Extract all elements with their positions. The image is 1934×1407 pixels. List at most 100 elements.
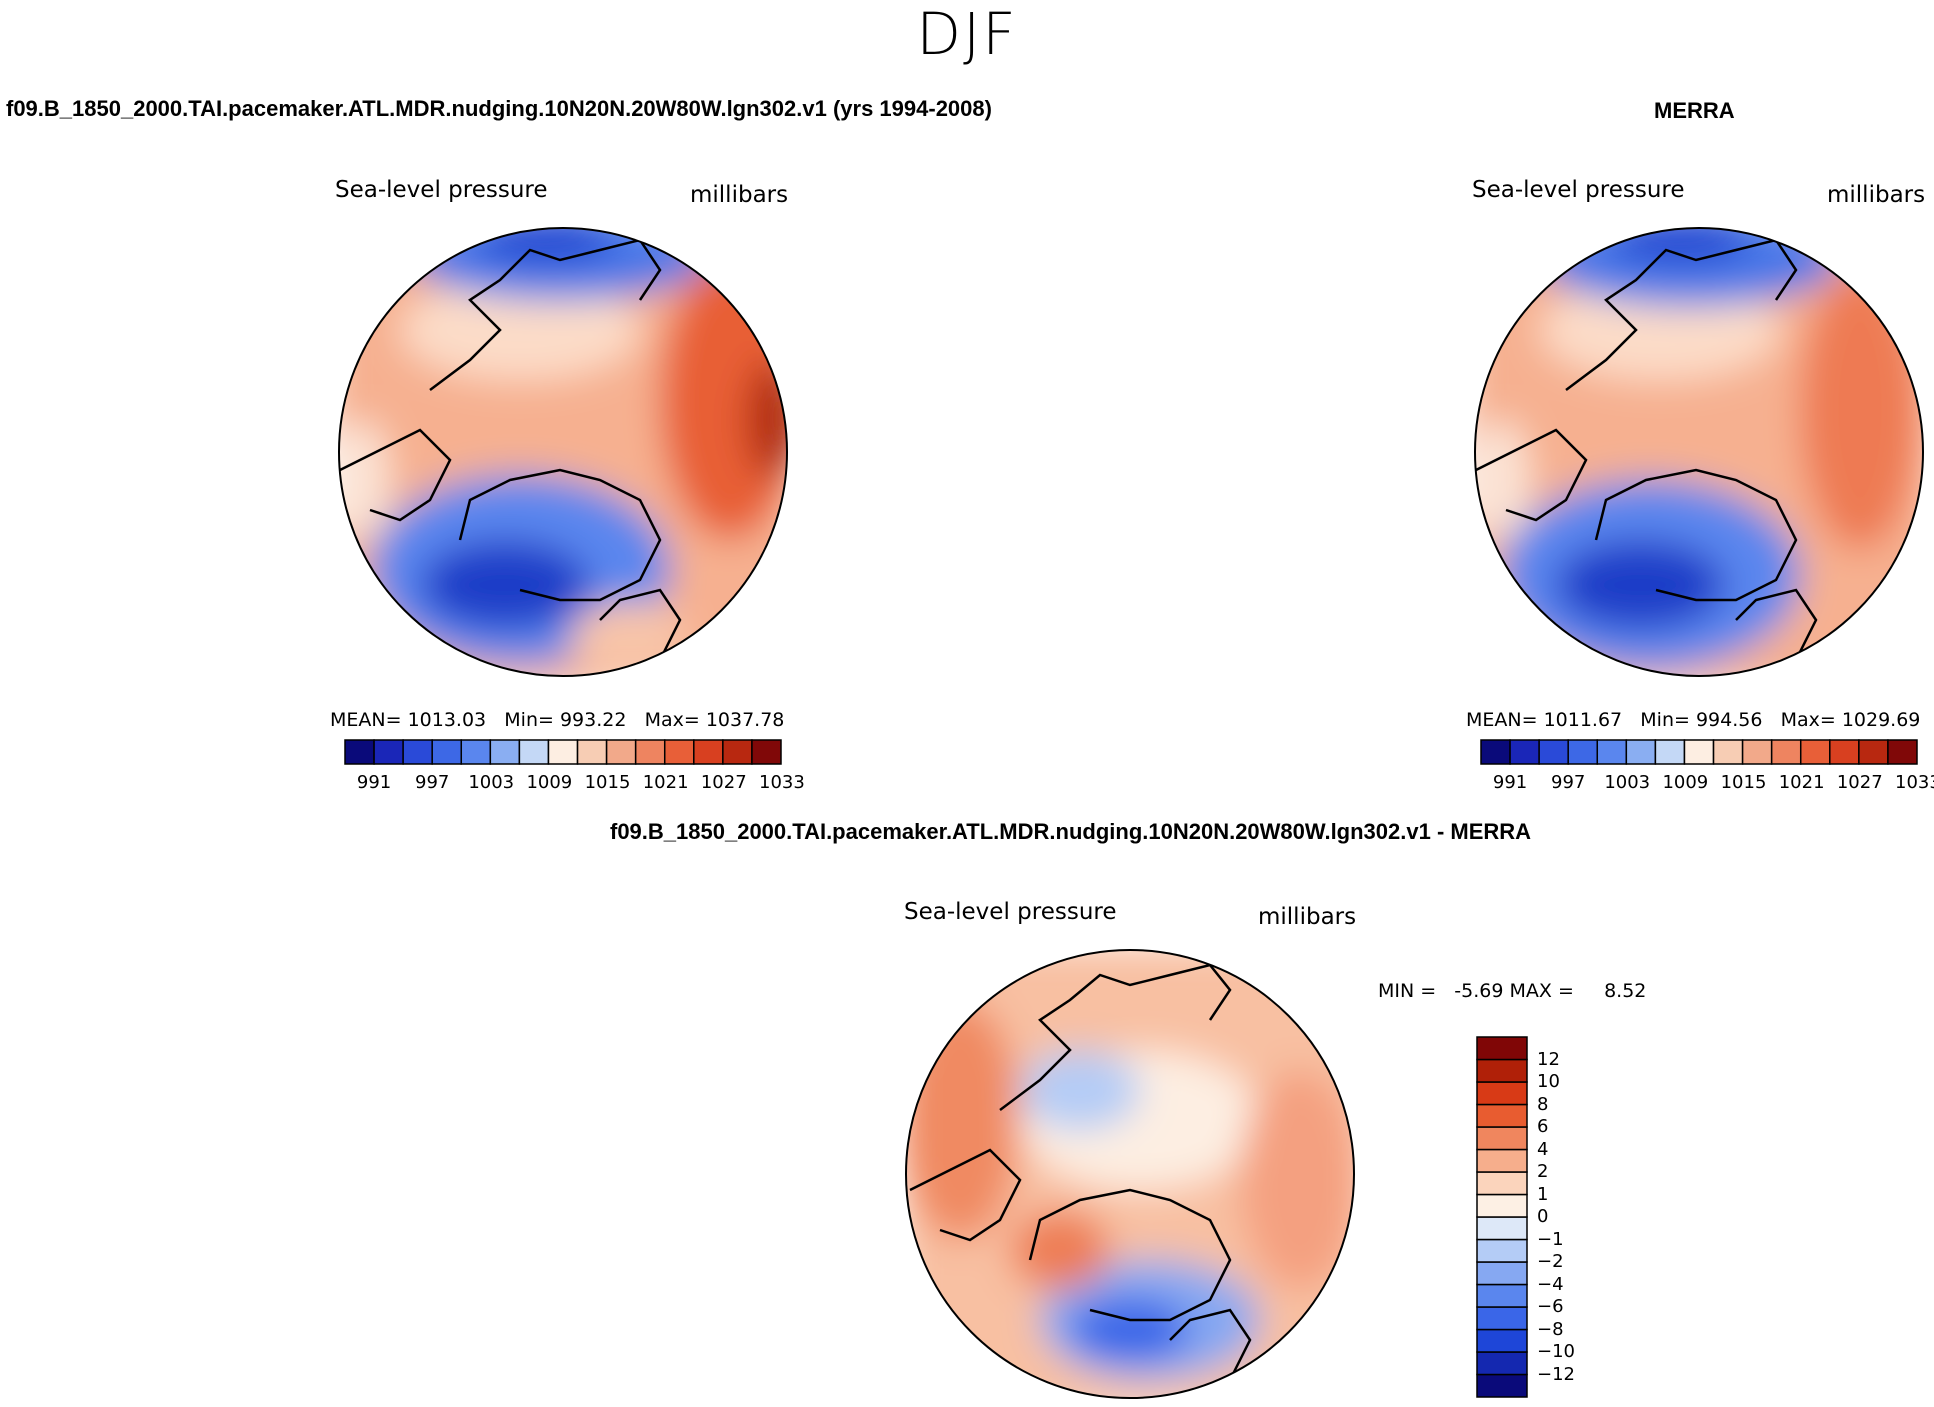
model-colorbar-box: [576, 739, 608, 765]
obs-colorbar-box: [1799, 739, 1831, 765]
model-map-border: [338, 227, 788, 677]
diff-map-border: [905, 949, 1355, 1399]
diff-max-label: MAX =: [1509, 980, 1574, 1002]
diff-stats: MIN = -5.69 MAX = 8.52: [1378, 980, 1646, 1002]
diff-variable-label: Sea-level pressure: [904, 899, 1117, 925]
model-colorbar-tick-label: 1009: [526, 772, 573, 793]
model-field-arctic: [400, 280, 640, 380]
model-colorbar-box: [722, 739, 753, 765]
obs-colorbar-box: [1683, 739, 1715, 765]
diff-colorbar-box: [1476, 1261, 1528, 1286]
obs-colorbar-box: [1509, 739, 1540, 765]
diff-field-negative-core: [1070, 1298, 1190, 1362]
model-colorbar-box: [751, 739, 782, 765]
obs-stats: MEAN= 1011.67 Min= 994.56 Max= 1029.69: [1466, 709, 1920, 731]
obs-colorbar-box: [1538, 739, 1569, 765]
diff-field-positive-core: [1010, 1210, 1110, 1290]
model-field-siberian-core: [747, 360, 787, 480]
obs-field-canada: [1475, 420, 1530, 540]
obs-map: [1474, 227, 1924, 677]
obs-colorbar-box: [1770, 739, 1802, 765]
diff-colorbar-box: [1476, 1373, 1528, 1398]
diff-colorbar-box: [1476, 1036, 1528, 1061]
obs-colorbar-tick-label: 1009: [1662, 772, 1709, 793]
obs-colorbar-box: [1712, 739, 1744, 765]
obs-colorbar-box: [1829, 739, 1860, 765]
diff-max-value: 8.52: [1604, 980, 1647, 1002]
season-title: DJF: [916, 0, 1018, 68]
model-stats: MEAN= 1013.03 Min= 993.22 Max= 1037.78: [330, 709, 784, 731]
model-coast-greenland: [458, 468, 662, 602]
model-max-value: 1037.78: [705, 709, 785, 731]
obs-colorbar-tick-label: 1033: [1895, 772, 1934, 793]
diff-colorbar-tick-label: −12: [1537, 1363, 1575, 1385]
diff-units-label: millibars: [1258, 904, 1357, 930]
diff-colorbar-tick-label: −10: [1537, 1341, 1575, 1362]
obs-colorbar-tick-label: 1021: [1778, 772, 1825, 793]
model-map: [338, 227, 788, 677]
model-colorbar-box: [605, 739, 637, 765]
diff-map: [905, 949, 1355, 1399]
diff-coast-eurasia: [999, 963, 1232, 1111]
obs-max-value: 1029.69: [1841, 709, 1921, 731]
model-case-title: f09.B_1850_2000.TAI.pacemaker.ATL.MDR.nu…: [6, 96, 992, 121]
diff-colorbar-tick-label: −6: [1537, 1296, 1564, 1317]
obs-colorbar-box: [1858, 739, 1889, 765]
obs-colorbar-box: [1654, 739, 1686, 765]
obs-colorbar-box: [1480, 739, 1511, 765]
diff-colorbar-tick-label: 8: [1537, 1093, 1549, 1115]
obs-coastlines: [1475, 238, 1818, 661]
model-field-icelandic-core: [420, 540, 590, 630]
obs-colorbar-box: [1567, 739, 1599, 765]
obs-colorbar-box: [1596, 739, 1628, 765]
diff-colorbar-box: [1476, 1058, 1528, 1083]
diff-colorbar-box: [1476, 1171, 1528, 1196]
diff-colorbar-box: [1476, 1351, 1528, 1376]
model-colorbar-box: [344, 739, 375, 765]
colorbars: [344, 739, 1918, 1398]
model-units-label: millibars: [690, 182, 789, 208]
model-colorbar-box: [460, 739, 492, 765]
obs-mean-label: MEAN=: [1466, 709, 1538, 731]
obs-min-label: Min=: [1640, 709, 1690, 731]
diff-coast-greenland: [1028, 1188, 1232, 1322]
obs-map-border: [1474, 227, 1924, 677]
diff-colorbar-box: [1476, 1216, 1528, 1241]
diff-case-title: f09.B_1850_2000.TAI.pacemaker.ATL.MDR.nu…: [610, 819, 1532, 844]
model-max-label: Max=: [644, 709, 700, 731]
model-field-europe: [570, 600, 690, 676]
obs-variable-label: Sea-level pressure: [1472, 177, 1685, 203]
model-coast-eurasia: [429, 238, 662, 391]
diff-min-value: -5.69: [1454, 980, 1504, 1002]
obs-colorbar-tick-label: 991: [1492, 772, 1528, 793]
model-colorbar-box: [518, 739, 550, 765]
diff-colorbar-box: [1476, 1283, 1528, 1308]
obs-colorbar-tick-label: 997: [1551, 772, 1586, 793]
obs-colorbar-box: [1741, 739, 1773, 765]
diff-colorbar-box: [1476, 1193, 1528, 1218]
diff-colorbar-box: [1476, 1081, 1528, 1106]
model-coastlines: [339, 238, 682, 661]
diff-colorbar-box: [1476, 1306, 1528, 1331]
diff-field-positive-east: [1240, 1070, 1354, 1290]
obs-field-icelandic-core: [1555, 540, 1725, 630]
diff-coast-canada: [909, 1148, 1022, 1242]
model-colorbar-box: [402, 739, 433, 765]
model-colorbar-tick-label: 1027: [700, 772, 747, 793]
model-colorbar-box: [431, 739, 463, 765]
obs-coast-greenland: [1594, 468, 1798, 602]
diff-coastlines: [909, 963, 1252, 1381]
diff-colorbar-box: [1476, 1328, 1528, 1353]
model-min-label: Min=: [504, 709, 554, 731]
model-coast-europe: [599, 588, 682, 661]
obs-coast-eurasia: [1565, 238, 1798, 391]
diff-min-label: MIN =: [1378, 980, 1437, 1002]
model-mean-label: MEAN=: [330, 709, 402, 731]
diff-colorbar-tick-label: 6: [1537, 1116, 1549, 1137]
obs-coast-europe: [1735, 588, 1818, 661]
obs-colorbar-tick-label: 1003: [1604, 772, 1651, 793]
diff-colorbar-tick-label: −8: [1537, 1318, 1564, 1340]
diff-field-positive-west: [906, 1000, 1020, 1240]
diff-colorbar-tick-label: 1: [1537, 1183, 1549, 1205]
